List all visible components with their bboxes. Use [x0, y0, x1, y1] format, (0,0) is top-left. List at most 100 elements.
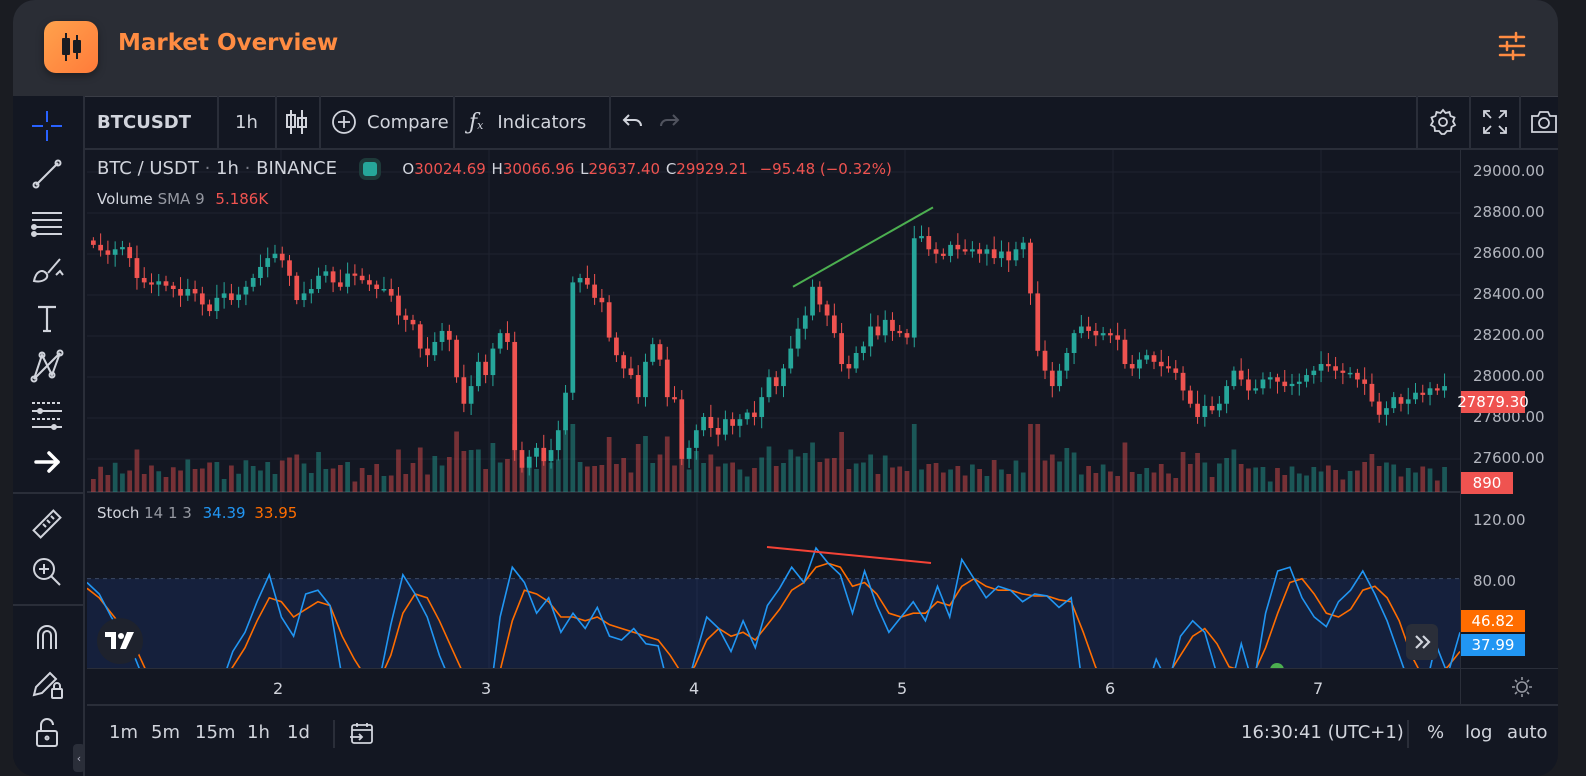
log-scale-button[interactable]: log — [1465, 722, 1493, 743]
candle-body — [577, 277, 583, 283]
volume-bar — [396, 449, 401, 492]
volume-bar — [657, 454, 663, 492]
range-1m-button[interactable]: 1m — [109, 722, 138, 743]
time-axis[interactable]: 2 3 4 5 6 7 — [87, 668, 1558, 705]
candle-body — [265, 258, 271, 267]
fullscreen-button[interactable] — [1481, 96, 1509, 148]
range-5m-button[interactable]: 5m — [151, 722, 180, 743]
candle-body — [1137, 359, 1142, 369]
candle-body — [1376, 401, 1382, 415]
range-1h-button[interactable]: 1h — [247, 722, 270, 743]
stoch-label[interactable]: Stoch — [97, 504, 140, 522]
candle-body — [773, 377, 779, 387]
chart-canvas[interactable] — [87, 150, 1460, 668]
indicators-button[interactable]: ƒx Indicators — [469, 96, 586, 148]
arrow-icon[interactable] — [27, 444, 67, 480]
scroll-to-realtime-button[interactable] — [1406, 624, 1438, 660]
compare-button[interactable]: Compare — [331, 96, 449, 148]
candle-body — [1064, 352, 1070, 371]
volume-bar — [1413, 472, 1418, 492]
volume-bar — [1347, 471, 1353, 492]
range-1d-button[interactable]: 1d — [287, 722, 310, 743]
candle-body — [1275, 377, 1280, 382]
candle-body — [258, 266, 263, 278]
volume-bar — [991, 460, 997, 492]
volume-bar — [541, 453, 547, 492]
text-icon[interactable] — [27, 300, 67, 336]
collapse-toolbar-button[interactable]: ‹ — [73, 744, 85, 772]
goto-date-button[interactable] — [349, 722, 375, 751]
range-15m-button[interactable]: 15m — [195, 722, 236, 743]
lock-icon[interactable] — [27, 714, 67, 750]
clock-timezone-button[interactable]: 16:30:41 (UTC+1) — [1241, 722, 1404, 743]
app-logo[interactable] — [44, 21, 98, 73]
candle-body — [170, 285, 176, 290]
pattern-icon[interactable] — [27, 348, 67, 384]
candle-body — [1006, 251, 1012, 261]
candle-body — [1355, 372, 1360, 380]
stoch-params: 14 1 3 — [144, 504, 192, 522]
undo-button[interactable] — [621, 96, 645, 148]
candle-body — [149, 282, 154, 285]
brush-icon[interactable] — [27, 252, 67, 288]
auto-scale-button[interactable]: auto — [1507, 722, 1548, 743]
candle-body — [1311, 370, 1317, 376]
legend-pair[interactable]: BTC / USDT — [97, 158, 199, 179]
candle-body — [323, 271, 329, 276]
candle-body — [526, 456, 532, 468]
chart-type-button[interactable] — [283, 96, 309, 148]
ruler-icon[interactable] — [27, 506, 67, 542]
magnet-icon[interactable] — [27, 618, 67, 654]
candle-body — [1427, 388, 1433, 395]
candle-body — [388, 289, 394, 296]
time-label: 7 — [1313, 679, 1324, 698]
interval-button[interactable]: 1h — [235, 111, 258, 133]
candle-body — [505, 333, 510, 342]
axis-settings-button[interactable] — [1511, 676, 1533, 702]
candle-body — [592, 284, 597, 298]
volume-bar — [265, 462, 271, 492]
volume-bar — [534, 469, 539, 492]
percent-scale-button[interactable]: % — [1427, 722, 1445, 743]
price-axis[interactable]: 29000.00 28800.00 28600.00 28400.00 28200.00… — [1457, 150, 1558, 668]
horizontal-lines-icon[interactable] — [27, 204, 67, 240]
sliders-icon[interactable] — [1497, 31, 1527, 61]
candle-body — [1391, 397, 1397, 409]
candle-body — [105, 250, 111, 255]
candle-body — [846, 364, 852, 369]
candle-body — [708, 416, 714, 429]
trend-line-icon[interactable] — [27, 156, 67, 192]
volume-bar — [970, 464, 975, 492]
price-tick: 28400.00 — [1473, 285, 1545, 303]
candle-body — [831, 315, 837, 334]
chart-settings-button[interactable] — [1429, 96, 1457, 148]
volume-bar — [802, 453, 808, 492]
volume-bar — [999, 469, 1004, 492]
candle-body — [555, 430, 561, 451]
tradingview-logo[interactable] — [97, 618, 143, 664]
snapshot-button[interactable] — [1529, 96, 1558, 148]
volume-bar — [1296, 473, 1302, 492]
volume-bar — [1209, 477, 1215, 492]
fib-icon[interactable] — [27, 396, 67, 432]
chart-pane[interactable]: BTC / USDT · 1h · BINANCE O30024.69 H300… — [87, 150, 1460, 668]
volume-bar — [410, 463, 416, 492]
volume-bar — [948, 469, 953, 492]
redo-button[interactable] — [657, 96, 681, 148]
crosshair-icon[interactable] — [27, 108, 67, 144]
candle-body — [1405, 399, 1411, 404]
candle-body — [1238, 370, 1244, 380]
volume-bar — [592, 466, 597, 492]
symbol-search-button[interactable]: BTCUSDT — [97, 111, 192, 133]
volume-bar — [788, 449, 794, 492]
candle-body — [134, 258, 140, 278]
volume-label[interactable]: Volume — [97, 190, 153, 208]
zoom-in-icon[interactable] — [27, 554, 67, 590]
volume-bar — [672, 465, 677, 492]
volume-bar — [127, 470, 133, 492]
volume-bar — [505, 459, 510, 492]
volume-bar — [1049, 454, 1055, 492]
candle-body — [410, 319, 416, 325]
pencil-lock-icon[interactable] — [27, 666, 67, 702]
candle-body — [1282, 381, 1288, 387]
